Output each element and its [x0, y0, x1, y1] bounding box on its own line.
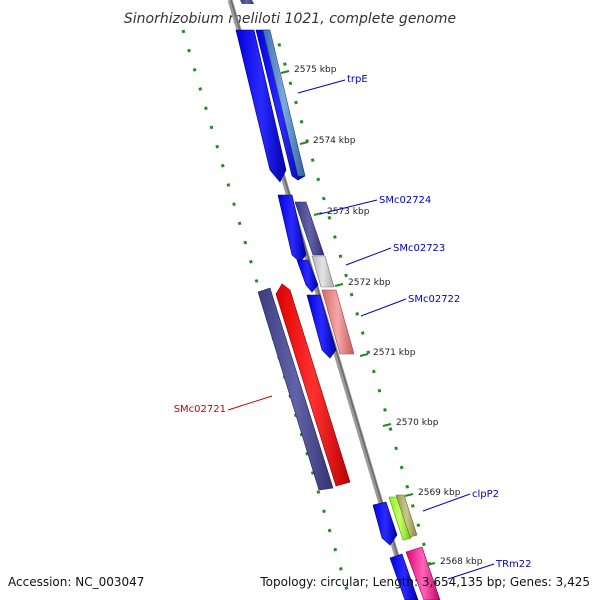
- gene-SMc02724[interactable]: [294, 201, 325, 256]
- gene-SMc02721[interactable]: [275, 283, 351, 487]
- scale-tick-label: 2575 kbp: [294, 65, 337, 75]
- gene-blue-5[interactable]: [372, 501, 398, 546]
- scale-tick-label: 2573 kbp: [327, 207, 370, 217]
- gene-label-SMc02724[interactable]: SMc02724: [379, 195, 431, 206]
- gene-features: [235, 29, 441, 600]
- gene-slate-reverse[interactable]: [257, 287, 334, 491]
- gene-label-leader: [360, 298, 407, 317]
- gene-blue-6[interactable]: [389, 553, 419, 600]
- scale-tick: [426, 562, 436, 566]
- scale-tick: [280, 70, 290, 74]
- scale-tick: [382, 423, 392, 427]
- scale-tick-label: 2572 kbp: [348, 278, 391, 288]
- gc-skew-track-right: [273, 29, 442, 600]
- scale-tick: [334, 283, 344, 287]
- gene-label-leader: [345, 247, 392, 266]
- gene-blue-1[interactable]: [235, 29, 287, 183]
- gene-SMc02723[interactable]: [311, 255, 335, 288]
- scale-tick-label: 2568 kbp: [440, 557, 483, 567]
- map-title: Sinorhizobium meliloti 1021, complete ge…: [124, 11, 456, 27]
- gene-label-SMc02723[interactable]: SMc02723: [393, 243, 445, 254]
- gene-SMc02722[interactable]: [321, 289, 355, 355]
- gene-label-trpE[interactable]: trpE: [347, 74, 368, 85]
- gene-khaki[interactable]: [395, 494, 418, 538]
- scale-tick: [359, 353, 369, 357]
- gene-label-SMc02722[interactable]: SMc02722: [408, 294, 460, 305]
- scale-tick-label: 2574 kbp: [313, 136, 356, 146]
- gene-blue-4[interactable]: [306, 294, 337, 359]
- gene-label-leader: [227, 395, 273, 411]
- scale-tick-label: 2571 kbp: [373, 348, 416, 358]
- gene-blue-3[interactable]: [296, 259, 319, 293]
- scale-tick-label: 2569 kbp: [418, 488, 461, 498]
- gene-label-leader: [319, 199, 378, 215]
- scale-tick: [299, 141, 309, 145]
- scale-tick: [404, 493, 414, 497]
- gene-label-TRm22[interactable]: TRm22: [495, 559, 532, 570]
- gene-TRm22[interactable]: [405, 546, 441, 600]
- scale-tick-label: 2570 kbp: [396, 418, 439, 428]
- gene-trpE-overlay: [262, 29, 306, 177]
- gene-label-SMc02721[interactable]: SMc02721: [174, 404, 226, 415]
- gene-blue-2[interactable]: [277, 194, 307, 263]
- gene-clpP2[interactable]: [388, 496, 412, 541]
- gene-label-leader: [297, 79, 346, 94]
- gene-label-clpP2[interactable]: clpP2: [472, 489, 499, 500]
- partial-top-features: [240, 0, 254, 4]
- scale-ticks: 2575 kbp 2574 kbp 2573 kbp 2572 kbp 2571 kbp…: [280, 65, 483, 567]
- gene-labels: trpE SMc02724 SMc02723 SMc02722 SMc02721 clpP…: [174, 74, 532, 580]
- accession-text: Accession: NC_003047: [8, 575, 144, 589]
- gene-label-leader: [447, 563, 495, 580]
- gene-label-leader: [422, 493, 471, 512]
- topology-text: Topology: circular; Length: 3,654,135 bp…: [259, 575, 590, 589]
